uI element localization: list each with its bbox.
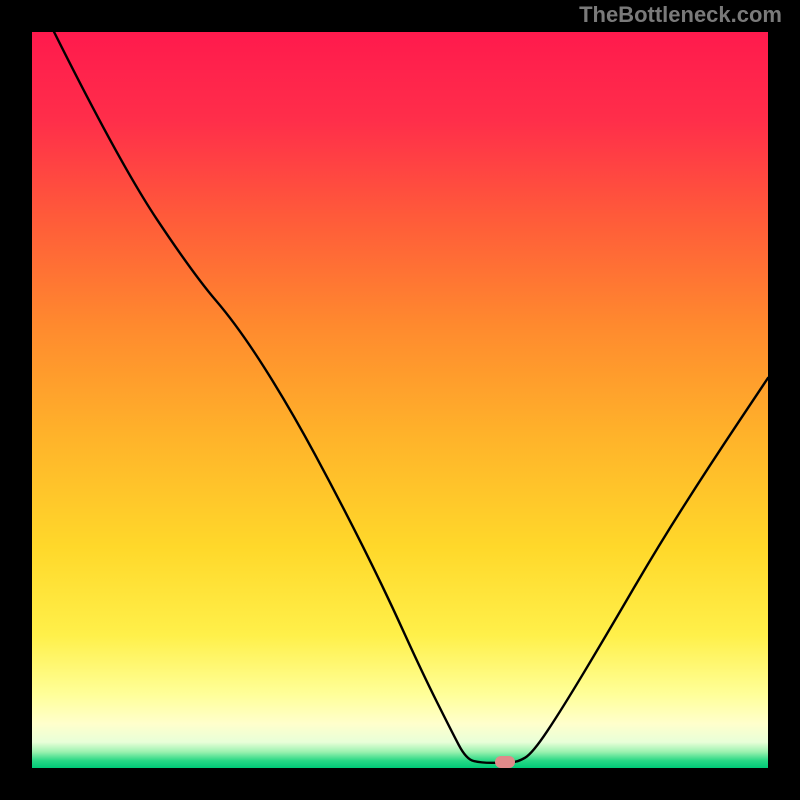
plot-area <box>32 32 768 768</box>
bottleneck-curve <box>32 32 768 768</box>
watermark-text: TheBottleneck.com <box>579 2 782 28</box>
optimal-point-marker <box>495 756 515 768</box>
